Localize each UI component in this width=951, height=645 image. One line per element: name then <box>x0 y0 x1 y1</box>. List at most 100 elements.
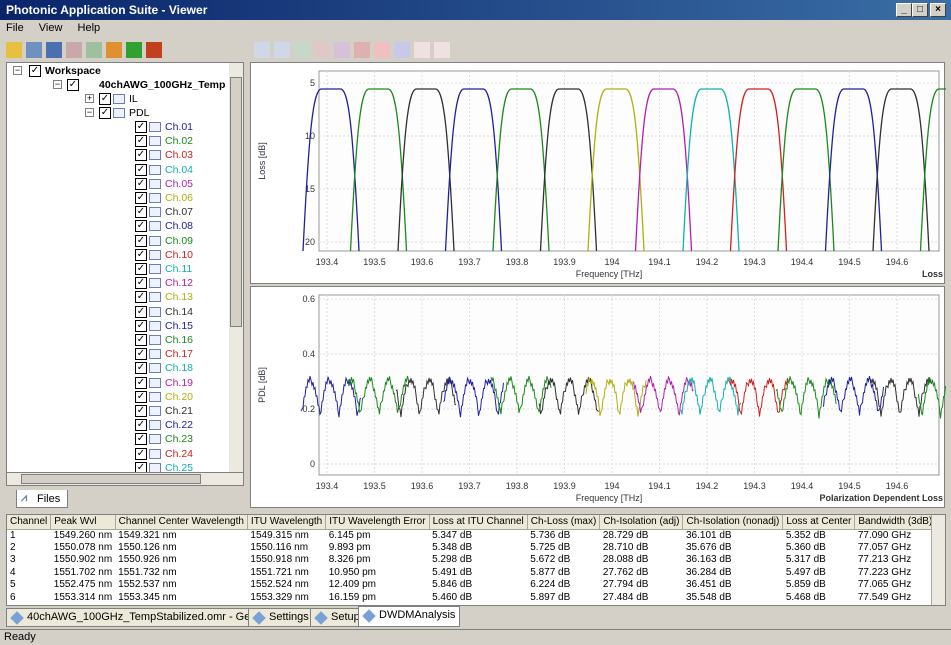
channel-checkbox[interactable]: ✓ <box>135 405 147 417</box>
heart-icon[interactable] <box>374 42 390 58</box>
tree-channel[interactable]: Ch.09 <box>165 234 194 247</box>
column-header[interactable]: ITU Wavelength <box>247 515 327 530</box>
table-row[interactable]: 3 1550.902 nm 1550.926 nm 1550.918 nm 8.326 … <box>7 554 936 567</box>
channel-checkbox[interactable]: ✓ <box>135 305 147 318</box>
gear-icon[interactable] <box>106 42 122 58</box>
scroll-thumb[interactable] <box>21 474 201 484</box>
channel-checkbox[interactable]: ✓ <box>135 277 147 290</box>
marker-right-icon[interactable] <box>274 42 290 58</box>
tree-channel[interactable]: Ch.17 <box>165 348 194 361</box>
channel-checkbox[interactable]: ✓ <box>135 263 147 275</box>
tree-channel[interactable]: Ch.12 <box>165 277 194 290</box>
tree-horizontal-scrollbar[interactable] <box>6 472 244 486</box>
channel-checkbox[interactable]: ✓ <box>135 376 147 389</box>
tree-channel[interactable]: Ch.13 <box>165 291 194 304</box>
channel-checkbox[interactable]: ✓ <box>135 433 147 446</box>
table-row[interactable]: 4 1551.702 nm 1551.732 nm 1551.721 nm 10.950… <box>7 567 936 580</box>
table-row[interactable]: 1 1549.260 nm 1549.321 nm 1549.315 nm 6.145 … <box>7 529 936 542</box>
file-checkbox[interactable]: ✓ <box>67 79 79 91</box>
column-header[interactable]: Bandwidth (3dB) <box>854 515 937 530</box>
workspace-checkbox[interactable]: ✓ <box>29 65 41 77</box>
pdl-plot-panel[interactable]: 193.4 193.5 193.6 193.7 193.8 193.9 194 194.1 19… <box>250 286 951 509</box>
trace-icon[interactable] <box>314 42 330 58</box>
tree-channel[interactable]: Ch.19 <box>165 376 194 389</box>
tab-setup[interactable]: Setup <box>310 608 365 627</box>
column-header[interactable]: Ch-Isolation (nonadj) <box>682 515 784 530</box>
loss-plot-panel[interactable]: 193.4 193.5 193.6 193.7 193.8 193.9 194 194.1 19… <box>250 62 951 285</box>
channel-checkbox[interactable]: ✓ <box>135 362 147 375</box>
tree-channel[interactable]: Ch.11 <box>165 263 193 275</box>
channel-checkbox[interactable]: ✓ <box>135 121 147 133</box>
maximize-button[interactable]: □ <box>912 3 928 17</box>
tree-channel[interactable]: Ch.20 <box>165 390 194 403</box>
channel-checkbox[interactable]: ✓ <box>135 447 147 460</box>
tree-file[interactable]: 40chAWG_100GHz_Temp <box>99 79 226 91</box>
channel-checkbox[interactable]: ✓ <box>135 319 147 332</box>
network-icon[interactable] <box>46 42 62 58</box>
column-header[interactable]: Loss at ITU Channel <box>429 515 528 530</box>
collapse-icon[interactable]: − <box>13 65 22 75</box>
marker-left-icon[interactable] <box>254 42 270 58</box>
tree-channel[interactable]: Ch.14 <box>165 305 194 318</box>
tree-channel[interactable]: Ch.08 <box>165 220 194 233</box>
tab-dwdm-analysis[interactable]: DWDMAnalysis <box>358 606 461 627</box>
tree-channel[interactable]: Ch.04 <box>165 163 194 176</box>
excel-icon[interactable] <box>126 42 142 58</box>
loss-chart[interactable]: 193.4 193.5 193.6 193.7 193.8 193.9 194 194.1 19… <box>251 63 951 285</box>
print-icon[interactable] <box>26 42 42 58</box>
table-row[interactable]: 5 1552.475 nm 1552.537 nm 1552.524 nm 12.409… <box>7 579 936 592</box>
channel-checkbox[interactable]: ✓ <box>135 248 147 261</box>
layers-icon[interactable] <box>86 42 102 58</box>
files-tab[interactable]: ⩘ Files <box>16 490 68 508</box>
table-row[interactable]: 6 1553.314 nm 1553.345 nm 1553.329 nm 16.159… <box>7 592 936 605</box>
channel-checkbox[interactable]: ✓ <box>135 291 147 304</box>
column-header[interactable]: Channel Center Wavelength <box>115 515 248 530</box>
menu-help[interactable]: Help <box>77 22 101 34</box>
channel-checkbox[interactable]: ✓ <box>135 149 147 162</box>
channel-checkbox[interactable]: ✓ <box>135 220 147 233</box>
tree-channel[interactable]: Ch.21 <box>165 405 194 417</box>
table-row[interactable]: 2 1550.078 nm 1550.126 nm 1550.116 nm 9.893 … <box>7 542 936 555</box>
channel-checkbox[interactable]: ✓ <box>135 334 147 346</box>
menu-file[interactable]: File <box>6 22 24 34</box>
channel-checkbox[interactable]: ✓ <box>135 348 147 361</box>
channel-checkbox[interactable]: ✓ <box>135 163 147 176</box>
column-header[interactable]: ITU Wavelength Error <box>325 515 430 530</box>
tree-workspace[interactable]: Workspace <box>45 65 101 77</box>
export-icon[interactable] <box>146 42 162 58</box>
channel-checkbox[interactable]: ✓ <box>135 390 147 403</box>
tree-channel[interactable]: Ch.25 <box>165 461 194 474</box>
expand-icon[interactable]: + <box>85 93 94 103</box>
zoom-fit-icon[interactable] <box>394 42 410 58</box>
scroll-thumb[interactable] <box>230 77 242 327</box>
minimize-button[interactable]: _ <box>896 3 912 17</box>
table-scrollbar[interactable] <box>931 515 945 605</box>
il-checkbox[interactable]: ✓ <box>99 93 111 105</box>
open-folder-icon[interactable] <box>6 42 22 58</box>
tree-channel[interactable]: Ch.22 <box>165 419 194 432</box>
tree-channel[interactable]: Ch.10 <box>165 248 194 261</box>
tree-channel[interactable]: Ch.15 <box>165 319 194 332</box>
channel-checkbox[interactable]: ✓ <box>135 192 147 204</box>
pdl-checkbox[interactable]: ✓ <box>99 107 111 119</box>
tree-channel[interactable]: Ch.16 <box>165 334 194 346</box>
tree-channel[interactable]: Ch.24 <box>165 447 194 460</box>
grid-icon[interactable] <box>334 42 350 58</box>
tab-settings[interactable]: Settings <box>248 608 314 627</box>
collapse-icon[interactable]: − <box>53 79 62 89</box>
menu-view[interactable]: View <box>38 22 63 34</box>
column-header[interactable]: Ch-Isolation (adj) <box>599 515 684 530</box>
tab-general[interactable]: 40chAWG_100GHz_TempStabilized.omr - Gene… <box>6 608 280 627</box>
tree-channel[interactable]: Ch.18 <box>165 362 194 375</box>
pdl-chart[interactable]: 193.4 193.5 193.6 193.7 193.8 193.9 194 194.1 19… <box>251 287 951 509</box>
tree-channel[interactable]: Ch.01 <box>165 121 194 133</box>
channel-checkbox[interactable]: ✓ <box>135 206 147 219</box>
peak-icon[interactable] <box>294 42 310 58</box>
column-header[interactable]: Ch-Loss (max) <box>527 515 601 530</box>
channel-checkbox[interactable]: ✓ <box>135 135 147 148</box>
column-header[interactable]: Channel <box>7 515 52 530</box>
tree-channel[interactable]: Ch.07 <box>165 206 194 219</box>
tree-il[interactable]: IL <box>129 93 138 105</box>
tree-channel[interactable]: Ch.23 <box>165 433 194 446</box>
tree-vertical-scrollbar[interactable] <box>229 63 243 481</box>
